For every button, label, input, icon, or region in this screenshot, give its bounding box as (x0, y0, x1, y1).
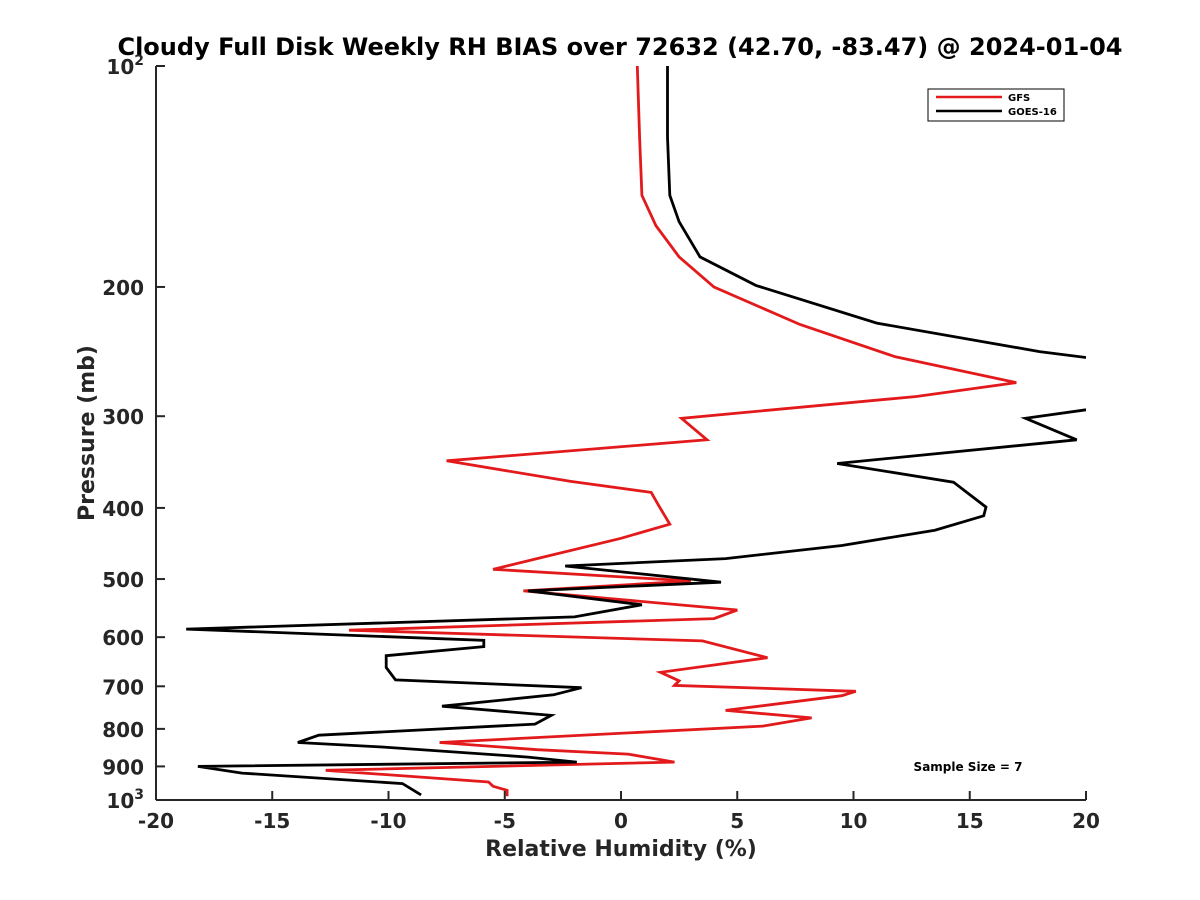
y-tick-label: 300 (102, 405, 144, 429)
plot-area (156, 66, 1086, 800)
y-tick-label: 103 (106, 787, 144, 813)
series-line-gfs (325, 66, 1017, 797)
legend-box (927, 88, 1065, 122)
y-ticks: 102 200 300 400 500 600 700 800 900 103 (102, 53, 165, 813)
legend: GFS GOES-16 (927, 88, 1065, 122)
y-tick-label: 500 (102, 568, 144, 592)
legend-label-goes-16: GOES-16 (1008, 107, 1057, 118)
x-tick-label: -15 (254, 809, 290, 833)
y-tick-label: 200 (102, 276, 144, 300)
x-tick-label: 15 (956, 809, 984, 833)
x-tick-label: -20 (138, 809, 174, 833)
sample-size-annotation: Sample Size = 7 (914, 760, 1023, 774)
x-ticks: -20 -15 -10 -5 0 5 10 15 20 (138, 791, 1100, 833)
y-tick-label: 600 (102, 626, 144, 650)
x-tick-label: 20 (1072, 809, 1100, 833)
series-layer (186, 66, 1086, 797)
y-tick-label: 700 (102, 675, 144, 699)
y-axis-label: Pressure (mb) (75, 345, 100, 521)
x-tick-label: 0 (614, 809, 628, 833)
chart-title: Cloudy Full Disk Weekly RH BIAS over 726… (117, 33, 1122, 61)
x-tick-label: -10 (370, 809, 406, 833)
x-tick-label: 10 (840, 809, 868, 833)
y-tick-label: 900 (102, 755, 144, 779)
y-tick-label: 102 (106, 53, 144, 79)
x-tick-label: -5 (494, 809, 516, 833)
y-tick-label: 400 (102, 497, 144, 521)
legend-label-gfs: GFS (1008, 93, 1030, 104)
y-tick-label: 800 (102, 718, 144, 742)
x-axis-label: Relative Humidity (%) (485, 837, 757, 862)
series-line-goes-16 (186, 66, 1086, 797)
x-tick-label: 5 (730, 809, 744, 833)
